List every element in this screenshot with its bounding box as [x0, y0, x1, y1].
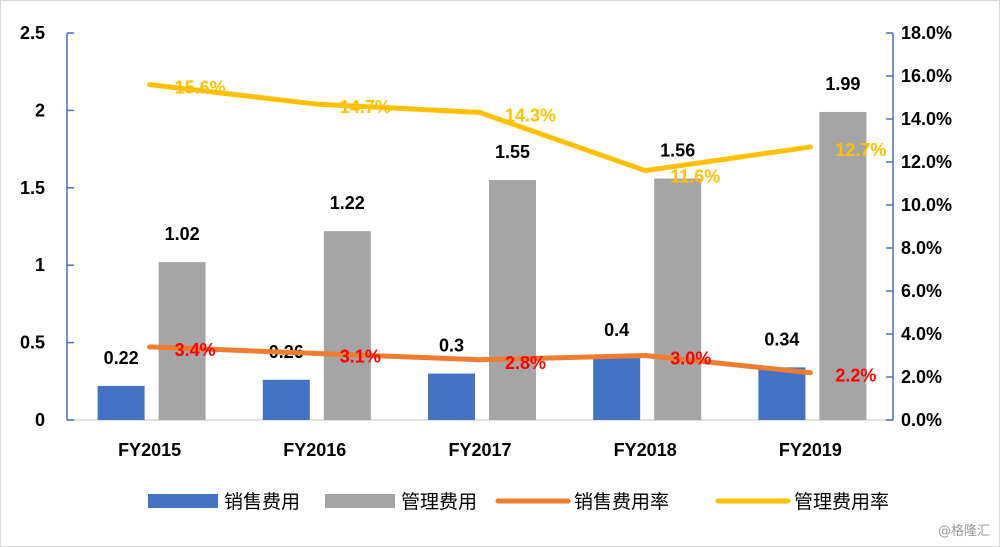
right-tick-label: 12.0% [901, 152, 952, 172]
bar-data-label: 0.4 [604, 320, 629, 340]
right-tick-label: 4.0% [901, 324, 942, 344]
line-data-label: 15.6% [175, 78, 226, 98]
line-data-label: 2.2% [835, 366, 876, 386]
bar-data-label: 1.02 [165, 224, 200, 244]
legend-swatch [148, 494, 218, 508]
x-tick-label: FY2015 [118, 440, 181, 460]
right-tick-label: 14.0% [901, 109, 952, 129]
bar-admin [819, 111, 867, 420]
left-tick-label: 1.5 [20, 178, 45, 198]
bar-data-label: 0.3 [439, 336, 464, 356]
line-admin-rate [147, 82, 813, 174]
x-tick-label: FY2017 [448, 440, 511, 460]
right-tick-label: 16.0% [901, 66, 952, 86]
bar-data-label: 1.22 [330, 193, 365, 213]
line-data-label: 14.3% [505, 106, 556, 126]
bar-admin [158, 262, 206, 420]
left-tick-label: 0 [35, 410, 45, 430]
left-tick-label: 1 [35, 255, 45, 275]
line-sales-rate [147, 344, 813, 376]
left-tick-label: 0.5 [20, 333, 45, 353]
line-data-label: 12.7% [835, 140, 886, 160]
bar-sales [428, 373, 475, 420]
right-tick-label: 0.0% [901, 410, 942, 430]
line-data-label: 14.7% [340, 97, 391, 117]
legend-label: 销售费用率 [574, 491, 669, 513]
legend-label: 管理费用率 [794, 491, 889, 513]
bar-sales [97, 385, 145, 420]
right-tick-label: 8.0% [901, 238, 942, 258]
x-tick-label: FY2019 [779, 440, 842, 460]
bar-admin [654, 178, 702, 420]
right-tick-label: 18.0% [901, 23, 952, 43]
bar-admin [323, 231, 371, 420]
right-tick-label: 2.0% [901, 367, 942, 387]
line-data-label: 3.0% [670, 349, 711, 369]
watermark: @格隆汇 [938, 523, 990, 539]
legend-label: 销售费用 [224, 491, 300, 513]
right-tick-label: 6.0% [901, 281, 942, 301]
bar-data-label: 0.22 [104, 348, 139, 368]
bar-admin [489, 180, 536, 420]
left-tick-label: 2.5 [20, 23, 45, 43]
line-data-label: 11.6% [670, 167, 720, 187]
bar-data-label: 1.56 [660, 141, 695, 161]
line-data-label: 3.1% [340, 346, 381, 366]
bar-data-label: 1.99 [825, 74, 860, 94]
x-tick-label: FY2018 [614, 440, 677, 460]
bar-sales [758, 367, 806, 420]
line-data-label: 2.8% [505, 353, 546, 373]
bar-data-label: 1.55 [495, 142, 530, 162]
bar-data-label: 0.34 [764, 329, 799, 349]
legend-label: 管理费用 [401, 491, 477, 513]
bar-sales [593, 358, 641, 420]
legend-swatch [325, 494, 395, 508]
x-tick-label: FY2016 [283, 440, 346, 460]
left-tick-label: 2 [35, 100, 45, 120]
line-data-label: 3.4% [175, 340, 216, 360]
right-tick-label: 10.0% [901, 195, 952, 215]
bar-sales [262, 379, 310, 420]
